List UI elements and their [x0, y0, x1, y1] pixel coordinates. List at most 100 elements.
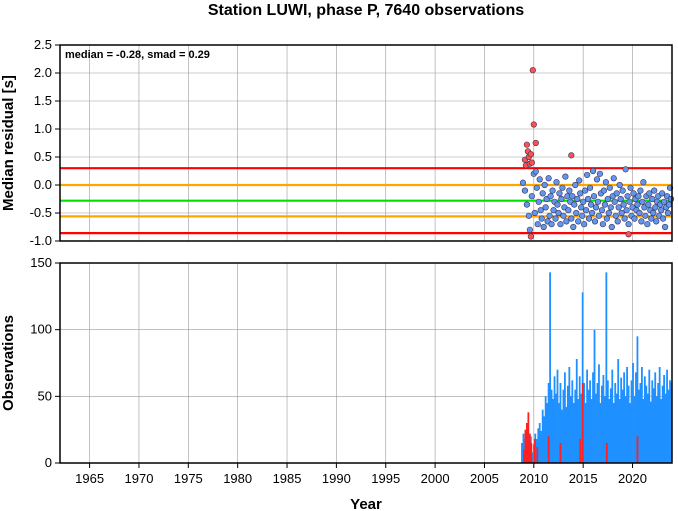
residual-point: [523, 201, 530, 208]
residual-point: [531, 209, 538, 217]
residual-point: [545, 175, 552, 182]
residual-y-tick-label: 1.5: [34, 93, 52, 108]
observations-bar: [580, 393, 583, 463]
residual-point: [667, 195, 675, 203]
residual-point: [614, 218, 621, 225]
residual-point: [582, 187, 589, 194]
observations-bar: [552, 399, 554, 463]
observations-bar: [639, 383, 642, 463]
observations-bar: [556, 369, 559, 463]
residual-point: [640, 179, 647, 186]
observations-bar: [627, 385, 630, 463]
residual-point: [563, 218, 570, 225]
observations-bar: [635, 372, 637, 463]
residual-panel: -1.0 -0.5 0.0 0.5 1.0 1.5 2.0 2.5 median = -0.2…: [0, 37, 675, 248]
observations-bar: [640, 367, 643, 463]
residual-point: [599, 221, 607, 228]
median-smad-annotation: median = -0.28, smad = 0.29: [65, 49, 210, 61]
residual-point: [530, 121, 537, 128]
residual-point: [594, 198, 602, 205]
observations-bar: [667, 389, 670, 463]
residual-point: [523, 141, 530, 148]
residual-point: [539, 190, 546, 197]
residual-point: [541, 181, 548, 189]
observations-bar: [595, 393, 597, 463]
residual-point: [532, 139, 539, 147]
residual-point: [548, 221, 555, 228]
residual-point: [622, 166, 629, 173]
observations-bar: [558, 403, 560, 463]
residual-point: [638, 218, 645, 225]
observations-y-tick-label: 0: [45, 455, 52, 470]
residual-point: [595, 212, 603, 219]
residual-point: [555, 209, 562, 217]
observations-bar: [575, 359, 578, 463]
observations-bar: [615, 393, 618, 463]
residual-point: [558, 195, 565, 203]
observations-bar: [592, 372, 594, 463]
residual-point: [659, 190, 666, 197]
observations-y-tick-label: 150: [30, 255, 52, 270]
residual-point: [625, 231, 632, 238]
observations-bar: [571, 380, 574, 463]
observations-y-axis-label: Observations: [0, 315, 17, 411]
observations-bar: [531, 452, 534, 463]
residual-point: [605, 209, 612, 217]
observations-bar: [632, 363, 634, 463]
residual-point: [586, 184, 594, 191]
residual-point: [527, 233, 534, 240]
residual-point: [607, 204, 614, 211]
observations-bar: [530, 443, 533, 463]
observations-bar: [546, 403, 549, 463]
residual-point: [644, 221, 651, 228]
observations-bar: [649, 401, 652, 463]
observations-bar: [603, 396, 606, 463]
observations-bar: [521, 443, 523, 463]
observations-bar: [605, 272, 608, 463]
observations-bar: [523, 449, 525, 463]
residual-point: [610, 175, 617, 182]
residual-point: [623, 207, 630, 214]
residual-point: [583, 207, 590, 214]
observations-bar: [584, 403, 587, 463]
observations-bar: [654, 372, 657, 463]
observations-bar: [579, 439, 582, 463]
observations-bar: [612, 403, 615, 463]
residual-point: [549, 187, 556, 194]
observations-bar: [564, 372, 566, 463]
observations-bar: [550, 389, 553, 463]
residual-point: [591, 218, 599, 225]
x-tick-label: 1995: [371, 471, 400, 486]
observations-bar: [553, 376, 556, 463]
residual-point: [579, 212, 586, 219]
residual-point: [634, 201, 641, 208]
observations-bar: [599, 403, 602, 463]
observations-bar: [608, 399, 611, 463]
observations-bar: [617, 359, 620, 463]
residual-point: [635, 193, 642, 200]
x-tick-label: 2005: [470, 471, 499, 486]
observations-bar: [532, 444, 535, 463]
observations-y-tick-label: 50: [38, 388, 52, 403]
observations-bar: [587, 389, 590, 463]
residual-point: [624, 193, 631, 200]
residual-point: [519, 179, 527, 186]
observations-bar: [651, 380, 654, 463]
observations-bar: [602, 375, 605, 463]
x-tick-label: 1970: [125, 471, 154, 486]
observations-bar: [609, 388, 612, 463]
observations-bar: [522, 433, 525, 463]
residual-points: [519, 67, 675, 240]
observations-bar: [559, 383, 562, 463]
observations-bar: [626, 367, 628, 463]
observations-bar: [605, 443, 608, 463]
observations-bar: [669, 380, 671, 463]
residual-point: [612, 212, 619, 219]
residual-y-tick-label: 2.5: [34, 37, 52, 52]
residual-point: [631, 215, 638, 222]
observations-bar: [633, 396, 636, 463]
observations-bar: [549, 272, 551, 463]
residual-y-tick-label: -1.0: [30, 233, 52, 248]
residual-point: [611, 198, 618, 205]
